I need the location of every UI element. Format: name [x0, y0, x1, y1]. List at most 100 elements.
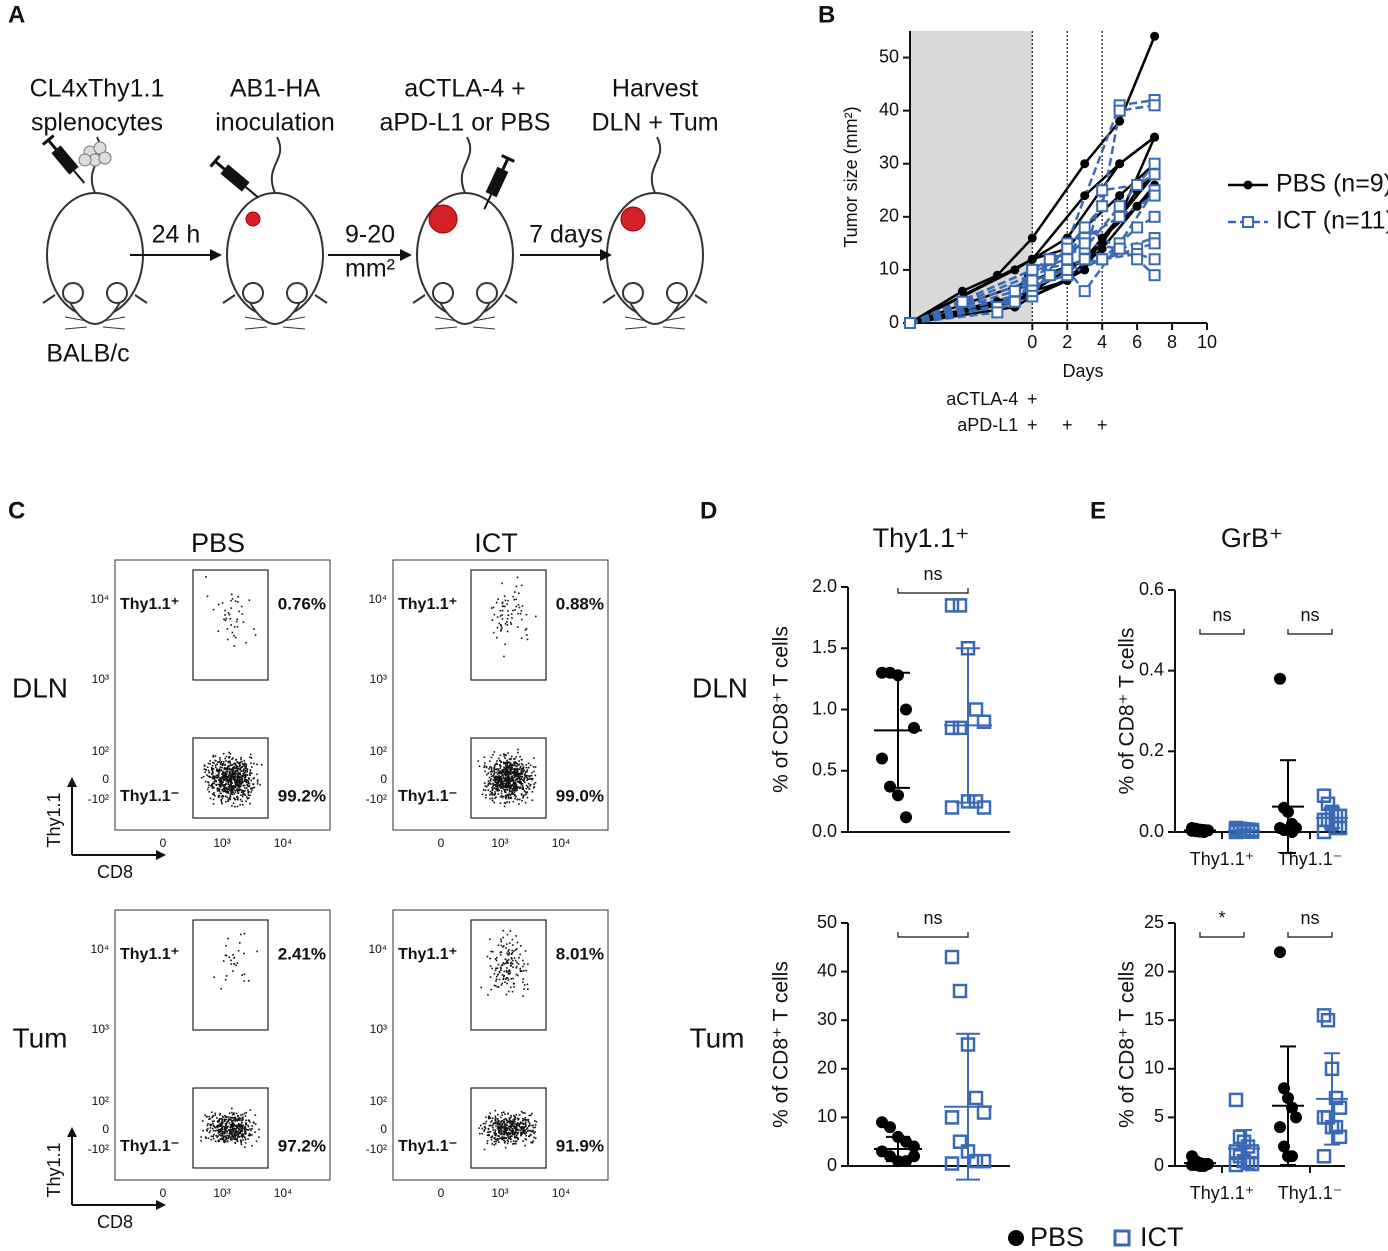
mouse-whisker	[662, 316, 686, 322]
event-dot	[522, 1129, 525, 1132]
flow-frame	[392, 909, 609, 1181]
event-dot	[237, 776, 239, 779]
syringe-top	[209, 154, 221, 168]
event-dot	[225, 954, 228, 957]
event-dot	[241, 1121, 243, 1124]
event-dot	[499, 1116, 502, 1119]
event-dot	[507, 797, 510, 800]
event-dot	[224, 776, 227, 779]
event-dot	[229, 794, 232, 797]
event-dot	[241, 1135, 244, 1138]
event-dot	[503, 1128, 506, 1130]
event-dot	[490, 607, 493, 609]
event-dot	[511, 949, 513, 952]
x-tick-label: Thy1.1⁺	[1190, 849, 1255, 869]
event-dot	[223, 774, 225, 777]
event-dot	[515, 768, 517, 771]
event-dot	[506, 764, 509, 767]
y-tick-label: 0.4	[1139, 659, 1164, 679]
event-dot	[243, 973, 246, 976]
gate	[192, 569, 269, 681]
point	[1096, 253, 1109, 266]
event-dot	[230, 593, 233, 596]
event-dot	[499, 951, 502, 954]
flow-y-tick: 0	[102, 772, 109, 786]
event-dot	[507, 1131, 510, 1134]
y-tick-label: 0.2	[1139, 740, 1164, 760]
event-dot	[503, 1136, 505, 1139]
chart-title: Thy1.1⁺	[873, 523, 970, 553]
event-dot	[247, 792, 250, 794]
event-dot	[237, 775, 240, 778]
point	[1290, 1111, 1302, 1124]
event-dot	[514, 774, 517, 776]
event-dot	[505, 767, 508, 769]
cell	[78, 153, 92, 167]
event-dot	[241, 1135, 243, 1137]
event-dot	[500, 938, 502, 941]
event-dot	[241, 781, 244, 783]
y-tick-label: 20	[879, 206, 899, 226]
event-dot	[514, 765, 517, 767]
event-dot	[530, 1141, 532, 1144]
event-dot	[247, 1124, 249, 1127]
event-dot	[239, 785, 242, 788]
event-dot	[237, 1122, 240, 1125]
event-dot	[214, 766, 217, 769]
event-dot	[527, 782, 530, 785]
event-dot	[231, 805, 233, 807]
event-dot	[222, 795, 225, 798]
event-dot	[520, 762, 523, 765]
text: DLN	[692, 672, 748, 703]
event-dot	[224, 1127, 226, 1130]
event-dot	[215, 1125, 218, 1128]
arrow-head	[600, 249, 612, 261]
mouse-whisker	[64, 326, 88, 330]
mouse	[412, 136, 518, 330]
event-dot	[224, 795, 227, 797]
event-dot	[532, 1124, 534, 1127]
y-tick-label: 0.5	[812, 760, 837, 780]
syringe-barrel	[220, 164, 250, 192]
event-dot	[521, 1125, 523, 1128]
event-dot	[506, 1121, 509, 1124]
event-dot	[515, 774, 518, 776]
event-dot	[504, 1117, 507, 1120]
event-dot	[503, 970, 506, 973]
event-dot	[219, 762, 222, 764]
flow-y-tick: 10⁴	[368, 942, 387, 956]
event-dot	[216, 1126, 219, 1129]
event-dot	[220, 1128, 223, 1130]
event-dot	[244, 1132, 246, 1134]
event-dot	[516, 1132, 518, 1134]
event-dot	[212, 756, 215, 758]
event-dot	[520, 1134, 523, 1137]
arrow-head	[156, 1200, 166, 1210]
event-dot	[520, 970, 523, 972]
event-dot	[237, 770, 239, 772]
event-dot	[229, 770, 231, 773]
event-dot	[508, 1127, 511, 1130]
event-dot	[222, 753, 225, 755]
event-dot	[502, 753, 505, 755]
event-dot	[219, 759, 221, 761]
event-dot	[497, 598, 500, 600]
event-dot	[491, 786, 493, 789]
event-dot	[226, 768, 229, 771]
event-dot	[503, 795, 505, 798]
event-dot	[518, 776, 520, 778]
event-dot	[235, 1119, 238, 1121]
event-dot	[221, 788, 223, 791]
event-dot	[212, 775, 215, 777]
event-dot	[239, 1123, 241, 1126]
arrow-head	[210, 249, 222, 261]
event-dot	[489, 976, 492, 978]
event-dot	[498, 774, 500, 777]
event-dot	[241, 613, 244, 615]
point	[1080, 159, 1090, 169]
event-dot	[522, 786, 524, 789]
event-dot	[508, 1136, 511, 1139]
event-dot	[227, 792, 230, 794]
event-dot	[209, 776, 211, 779]
event-dot	[504, 794, 507, 797]
